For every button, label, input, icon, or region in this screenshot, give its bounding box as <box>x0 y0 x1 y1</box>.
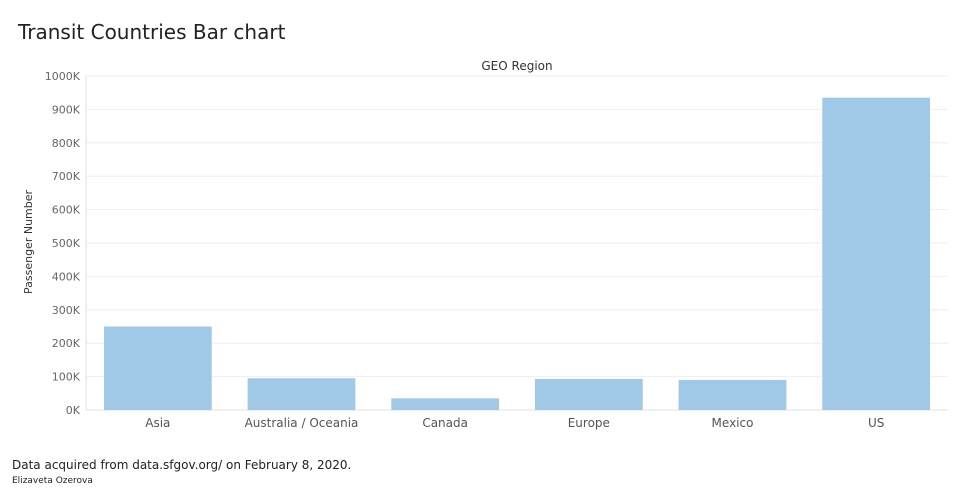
data-source-note: Data acquired from data.sfgov.org/ on Fe… <box>12 458 352 472</box>
bar <box>391 398 500 410</box>
x-tick-label: Europe <box>568 416 610 430</box>
y-tick-label: 0K <box>66 404 81 417</box>
axis-labels: 0K 100K 200K 300K 400K 500K 600K 700K 800K 900K 10… <box>45 70 885 430</box>
y-tick-label: 700K <box>52 170 81 183</box>
y-tick-label: 600K <box>52 204 81 217</box>
x-tick-label: Canada <box>422 416 468 430</box>
y-tick-label: 1000K <box>45 70 81 83</box>
y-tick-label: 400K <box>52 270 81 283</box>
y-tick-label: 300K <box>52 304 81 317</box>
grid-lines <box>86 75 948 411</box>
bar <box>103 326 212 410</box>
chart-title: GEO Region <box>481 59 552 73</box>
y-tick-label: 200K <box>52 337 81 350</box>
bar <box>822 97 931 411</box>
y-tick-label: 900K <box>52 103 81 116</box>
y-axis-label: Passenger Number <box>22 190 35 295</box>
page-title: Transit Countries Bar chart <box>18 20 286 44</box>
y-tick-label: 100K <box>52 371 81 384</box>
x-tick-label: US <box>868 416 884 430</box>
bar <box>678 379 787 410</box>
bars <box>103 97 931 411</box>
x-tick-label: Asia <box>145 416 170 430</box>
x-tick-label: Australia / Oceania <box>245 416 359 430</box>
y-tick-label: 500K <box>52 237 81 250</box>
axes <box>85 76 948 411</box>
y-tick-label: 800K <box>52 137 81 150</box>
bar <box>247 378 356 410</box>
author-credit: Elizaveta Ozerova <box>12 476 93 486</box>
x-tick-label: Mexico <box>712 416 754 430</box>
bar-chart: 0K 100K 200K 300K 400K 500K 600K 700K 800K 900K 10… <box>22 59 948 430</box>
bar <box>534 378 643 410</box>
